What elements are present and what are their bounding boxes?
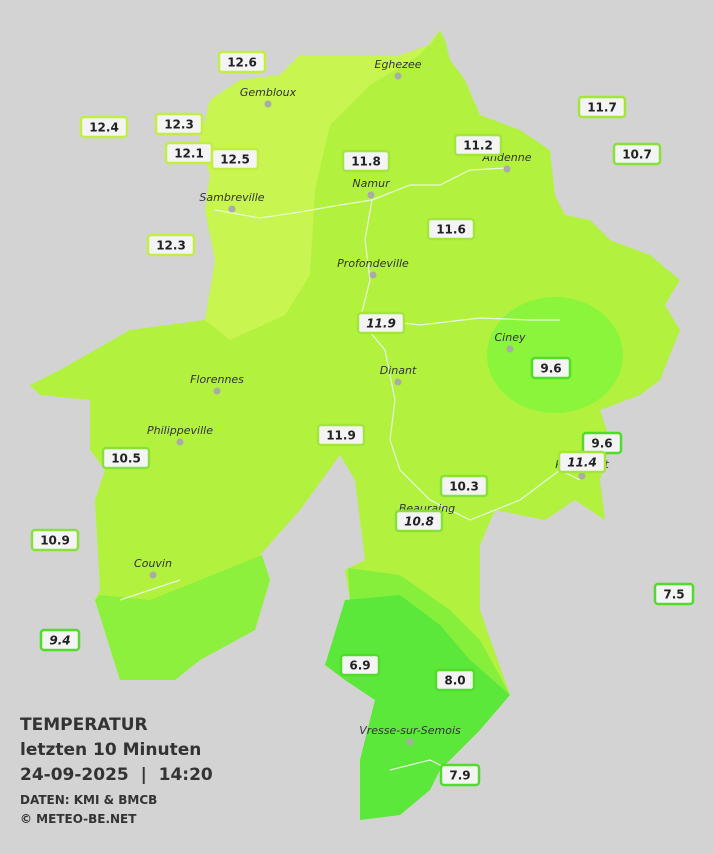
subtitle: letzten 10 Minuten: [20, 740, 201, 760]
station-box: [612, 142, 662, 166]
city-label: Philippeville: [147, 424, 213, 437]
station-box: [453, 133, 503, 157]
city-dot: [506, 345, 514, 353]
station-value: 12.4: [89, 121, 119, 135]
city-dot: [213, 387, 221, 395]
city-label: Vresse-sur-Semois: [359, 724, 461, 737]
station-value: 9.6: [591, 437, 612, 451]
city-dot: [406, 738, 414, 746]
title: TEMPERATUR: [20, 715, 148, 735]
city-dot: [394, 378, 402, 386]
station-value: 12.3: [164, 118, 194, 132]
station-value: 10.3: [449, 480, 479, 494]
station-box: [30, 528, 80, 552]
station-box: [434, 668, 476, 692]
station-value: 12.5: [220, 153, 250, 167]
station-box: [394, 509, 444, 533]
station-value: 11.9: [366, 317, 396, 331]
city-label: Ciney: [495, 331, 526, 344]
station-box: [79, 115, 129, 139]
city-dot: [228, 205, 236, 213]
station-box: [339, 653, 381, 677]
station-value: 10.8: [404, 515, 434, 529]
station-value: 11.4: [567, 456, 597, 470]
cool-zone: [95, 555, 270, 680]
city-dot: [149, 571, 157, 579]
city-label: Sambreville: [199, 191, 264, 204]
city-dot: [578, 472, 586, 480]
city-label: Namur: [352, 177, 391, 190]
station-value: 11.6: [436, 223, 466, 237]
station-value: 11.8: [351, 155, 381, 169]
city-label: Profondeville: [337, 257, 409, 270]
station-value: 12.1: [174, 147, 204, 161]
station-value: 11.2: [463, 139, 493, 153]
station-box: [439, 474, 489, 498]
river: [119, 167, 581, 776]
warm-zone: [200, 30, 440, 340]
station-box: [39, 628, 81, 652]
city-dot: [503, 165, 511, 173]
city-label: Couvin: [134, 557, 172, 570]
station-box: [316, 423, 366, 447]
city-label: Florennes: [190, 373, 244, 386]
city-label: Gembloux: [240, 86, 297, 99]
station-value: 6.9: [349, 659, 370, 673]
city-label: Dinant: [380, 364, 417, 377]
station-box: [356, 311, 406, 335]
city-dot: [394, 72, 402, 80]
station-box: [530, 356, 572, 380]
station-value: 7.5: [663, 588, 684, 602]
station-value: 12.3: [156, 239, 186, 253]
city-dot: [176, 438, 184, 446]
station-value: 12.6: [227, 56, 257, 70]
station-value: 9.6: [540, 362, 561, 376]
cool-zone: [487, 297, 623, 413]
station-value: 9.4: [49, 634, 70, 648]
station-value: 10.5: [111, 452, 141, 466]
station-box: [653, 582, 695, 606]
station-box: [210, 147, 260, 171]
station-box: [439, 763, 481, 787]
station-box: [101, 446, 151, 470]
credit: © METEO-BE.NET: [20, 812, 137, 826]
timestamp: 24-09-2025 | 14:20: [20, 765, 213, 785]
city-dot: [367, 191, 375, 199]
station-value: 11.9: [326, 429, 356, 443]
station-box: [217, 50, 267, 74]
station-value: 8.0: [444, 674, 465, 688]
station-value: 7.9: [449, 769, 470, 783]
station-value: 10.7: [622, 148, 652, 162]
station-value: 10.9: [40, 534, 70, 548]
city-dot: [264, 100, 272, 108]
credit: DATEN: KMI & BMCB: [20, 793, 157, 807]
city-label: Eghezee: [375, 58, 422, 71]
station-value: 11.7: [587, 101, 617, 115]
city-dot: [369, 271, 377, 279]
station-box: [154, 112, 204, 136]
station-box: [426, 217, 476, 241]
cold-zone: [325, 595, 510, 820]
station-box: [577, 95, 627, 119]
station-box: [341, 149, 391, 173]
station-box: [557, 450, 607, 474]
station-box: [146, 233, 196, 257]
